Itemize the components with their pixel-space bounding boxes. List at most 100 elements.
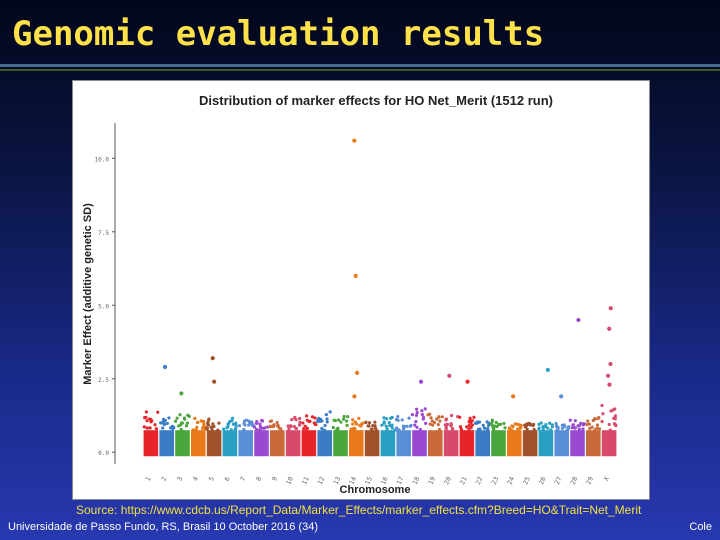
marker-point bbox=[324, 413, 328, 417]
x-tick-label: 1 bbox=[144, 475, 153, 482]
marker-point bbox=[437, 427, 442, 432]
x-tick-label: 10 bbox=[284, 475, 295, 486]
marker-point bbox=[600, 419, 604, 424]
marker-point bbox=[415, 411, 419, 415]
marker-point bbox=[503, 426, 507, 430]
notable-marker-point bbox=[354, 370, 360, 375]
marker-point bbox=[247, 419, 251, 423]
x-tick-label: 6 bbox=[223, 475, 232, 482]
marker-point bbox=[373, 424, 377, 428]
notable-marker-point bbox=[545, 367, 550, 373]
marker-point bbox=[242, 428, 246, 432]
marker-point bbox=[595, 426, 599, 430]
marker-point bbox=[436, 423, 440, 427]
y-tick-label: 10.0 bbox=[95, 156, 110, 163]
marker-point bbox=[518, 426, 523, 430]
marker-point bbox=[395, 428, 399, 432]
chromosome-band-18 bbox=[412, 430, 427, 457]
marker-point bbox=[382, 420, 386, 424]
marker-point bbox=[410, 413, 415, 417]
marker-point bbox=[595, 423, 600, 427]
marker-point bbox=[541, 425, 545, 429]
chromosome-band-22 bbox=[475, 430, 490, 457]
marker-point bbox=[153, 423, 157, 427]
marker-point bbox=[351, 418, 355, 422]
marker-point bbox=[588, 426, 592, 430]
notable-marker-point bbox=[352, 138, 357, 143]
marker-point bbox=[199, 419, 203, 423]
marker-point bbox=[237, 424, 242, 428]
marker-point bbox=[468, 416, 472, 420]
marker-point bbox=[600, 403, 604, 408]
notable-marker-point bbox=[608, 361, 613, 367]
marker-point bbox=[502, 421, 506, 426]
marker-point bbox=[234, 427, 238, 431]
marker-point bbox=[202, 419, 206, 424]
chromosome-band-25 bbox=[522, 430, 538, 457]
source-citation: Source: https://www.cdcb.us/Report_Data/… bbox=[76, 503, 642, 517]
marker-point bbox=[313, 416, 317, 420]
x-tick-label: 29 bbox=[585, 475, 596, 486]
chromosome-band-X bbox=[601, 430, 617, 457]
marker-point bbox=[495, 424, 499, 429]
marker-point bbox=[286, 424, 290, 428]
footer-author: Cole bbox=[689, 521, 712, 533]
marker-point bbox=[578, 423, 582, 427]
y-axis-label: Marker Effect (additive genetic SD) bbox=[82, 203, 94, 385]
marker-point bbox=[271, 425, 275, 429]
chromosome-band-12 bbox=[317, 430, 332, 457]
marker-point bbox=[449, 422, 453, 426]
marker-point bbox=[523, 425, 527, 429]
marker-point bbox=[413, 423, 417, 427]
chromosome-band-10 bbox=[285, 430, 301, 457]
marker-point bbox=[486, 424, 491, 428]
marker-point bbox=[555, 425, 559, 429]
chart-title: Distribution of marker effects for HO Ne… bbox=[199, 93, 553, 108]
marker-point bbox=[555, 428, 560, 432]
marker-point bbox=[541, 427, 545, 432]
y-tick-label: 7.5 bbox=[98, 230, 109, 237]
marker-point bbox=[609, 409, 613, 413]
marker-point bbox=[548, 421, 552, 425]
marker-point bbox=[385, 427, 389, 431]
chromosome-band-28 bbox=[570, 430, 585, 457]
marker-point bbox=[364, 420, 368, 424]
marker-point bbox=[206, 420, 210, 424]
marker-point bbox=[444, 418, 448, 422]
marker-point bbox=[360, 422, 364, 426]
chromosome-band-15 bbox=[364, 430, 380, 457]
marker-point bbox=[289, 424, 293, 428]
marker-point bbox=[154, 427, 159, 431]
marker-point bbox=[444, 427, 448, 431]
marker-point bbox=[277, 426, 281, 430]
x-tick-label: 18 bbox=[411, 475, 422, 486]
marker-point bbox=[175, 416, 179, 420]
marker-point bbox=[252, 425, 257, 429]
marker-point bbox=[339, 420, 343, 424]
marker-point bbox=[532, 427, 536, 432]
y-tick-label: 2.5 bbox=[98, 377, 109, 384]
marker-point bbox=[420, 409, 424, 413]
marker-point bbox=[415, 425, 419, 429]
chromosome-band-27 bbox=[554, 430, 569, 457]
notable-marker-point bbox=[559, 394, 564, 399]
x-tick-label: 26 bbox=[537, 475, 548, 486]
marker-point bbox=[437, 415, 441, 419]
marker-point bbox=[234, 424, 238, 428]
chromosome-band-16 bbox=[380, 430, 396, 457]
x-tick-label: 28 bbox=[569, 475, 580, 486]
marker-point bbox=[325, 417, 329, 421]
marker-point bbox=[255, 420, 259, 424]
marker-point bbox=[258, 422, 262, 426]
x-tick-label: 25 bbox=[521, 475, 532, 486]
marker-point bbox=[167, 416, 171, 420]
chromosome-band-4 bbox=[191, 430, 206, 457]
marker-point bbox=[513, 422, 517, 426]
marker-point bbox=[173, 419, 178, 423]
marker-point bbox=[234, 421, 238, 425]
marker-point bbox=[423, 407, 427, 411]
marker-point bbox=[485, 420, 489, 424]
chromosome-band-3 bbox=[175, 430, 190, 457]
chromosome-band-14 bbox=[349, 430, 364, 457]
marker-point bbox=[396, 418, 400, 422]
